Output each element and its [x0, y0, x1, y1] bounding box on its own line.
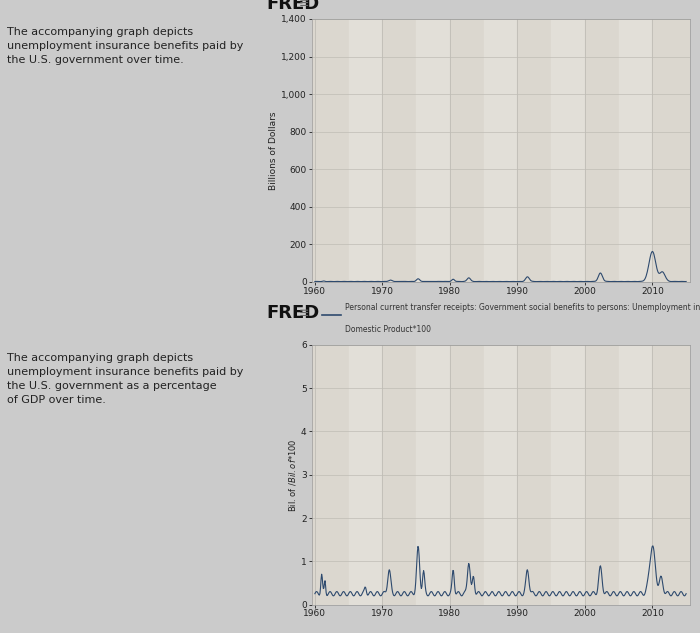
Bar: [585, 19, 619, 282]
Text: Domestic Product*100: Domestic Product*100: [345, 325, 431, 334]
Bar: [382, 345, 416, 605]
Bar: [484, 345, 517, 605]
Text: ≡: ≡: [299, 0, 309, 11]
Bar: [619, 19, 652, 282]
Bar: [517, 19, 551, 282]
Bar: [382, 19, 416, 282]
Y-axis label: Billions of Dollars: Billions of Dollars: [269, 111, 278, 190]
Bar: [652, 345, 690, 605]
Bar: [619, 345, 652, 605]
Bar: [349, 19, 382, 282]
Bar: [484, 19, 517, 282]
Bar: [416, 345, 450, 605]
Text: Personal current transfer receipts: Government social benefits to persons: Unemp: Personal current transfer receipts: Gove…: [345, 303, 700, 313]
Text: FRED: FRED: [267, 0, 320, 13]
Text: The accompanying graph depicts
unemployment insurance benefits paid by
the U.S. : The accompanying graph depicts unemploym…: [7, 353, 244, 404]
Bar: [450, 19, 484, 282]
Bar: [349, 345, 382, 605]
Bar: [517, 345, 551, 605]
Bar: [652, 19, 690, 282]
Bar: [551, 345, 585, 605]
Bar: [585, 345, 619, 605]
Text: FRED: FRED: [267, 304, 320, 322]
Bar: [551, 19, 585, 282]
Text: ≡: ≡: [299, 307, 309, 320]
Bar: [450, 345, 484, 605]
Bar: [315, 19, 349, 282]
Y-axis label: Bil. of $/Bil. of $*100: Bil. of $/Bil. of $*100: [287, 438, 298, 511]
Text: The accompanying graph depicts
unemployment insurance benefits paid by
the U.S. : The accompanying graph depicts unemploym…: [7, 27, 244, 65]
Bar: [315, 345, 349, 605]
Bar: [416, 19, 450, 282]
